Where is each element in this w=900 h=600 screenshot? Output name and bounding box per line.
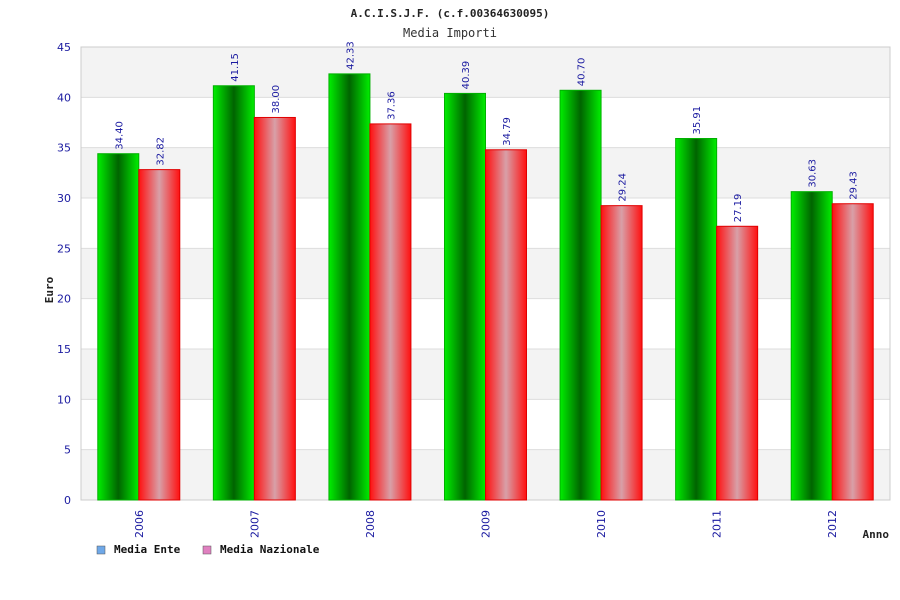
legend-swatch [202,545,212,555]
y-axis-ticks: 0 5 10 15 20 25 30 35 40 45 [57,41,71,507]
chart-subtitle: Media Importi [403,26,497,40]
bar-media-nazionale [600,205,643,501]
x-tick-label: 2012 [826,510,839,538]
bar-media-nazionale [716,225,759,501]
data-label: 34.79 [502,117,513,146]
data-label: 38.00 [271,85,282,114]
data-label: 29.24 [618,173,629,202]
y-axis-label: Euro [43,276,56,303]
bar-media-ente [97,153,140,501]
y-tick-label: 30 [57,192,71,205]
y-tick-label: 15 [57,343,71,356]
x-axis-ticks: 2006 2007 2008 2009 2010 2011 2012 [133,510,839,538]
y-tick-label: 5 [64,444,71,457]
data-label: 30.63 [808,159,819,188]
data-label: 37.36 [386,91,397,120]
value-labels: 34.40 32.82 41.15 38.00 42.33 37.36 40.39 34.79… [114,41,859,222]
data-label: 27.19 [733,194,744,223]
y-tick-label: 35 [57,142,71,155]
bar-media-ente [444,92,486,501]
x-tick-label: 2007 [248,510,261,538]
data-label: 42.33 [345,41,356,70]
data-label: 29.43 [849,171,860,200]
bar-media-ente [212,85,255,501]
grid-band [81,47,890,98]
data-label: 40.70 [577,58,588,87]
y-tick-label: 20 [57,293,71,306]
bar-media-nazionale [485,149,527,501]
y-tick-label: 45 [57,41,71,54]
y-tick-label: 40 [57,91,71,104]
data-label: 32.82 [155,137,166,166]
x-tick-label: 2008 [364,510,377,538]
bar-media-ente [790,191,833,501]
chart-title: A.C.I.S.J.F. (c.f.00364630095) [351,7,550,20]
x-tick-label: 2009 [480,510,493,538]
x-axis-label: Anno [863,528,890,541]
data-label: 34.40 [114,121,125,150]
bar-media-nazionale [831,203,874,501]
legend-label: Media Nazionale [220,543,320,556]
bar-media-ente [328,73,371,501]
data-label: 40.39 [461,61,472,90]
x-tick-label: 2011 [711,510,724,538]
bar-media-nazionale [369,123,412,501]
bar-media-nazionale [253,116,296,501]
legend-swatch [96,545,106,555]
bars [97,73,874,501]
bar-media-nazionale [138,169,181,501]
x-tick-label: 2010 [595,510,608,538]
data-label: 35.91 [692,106,703,135]
data-label: 41.15 [230,53,241,82]
x-tick-label: 2006 [133,510,146,538]
legend: Media Ente Media Nazionale [96,543,320,556]
y-tick-label: 10 [57,393,71,406]
bar-media-ente [675,138,718,501]
legend-label: Media Ente [114,543,181,556]
y-tick-label: 25 [57,242,71,255]
bar-media-ente [559,89,602,501]
y-tick-label: 0 [64,494,71,507]
